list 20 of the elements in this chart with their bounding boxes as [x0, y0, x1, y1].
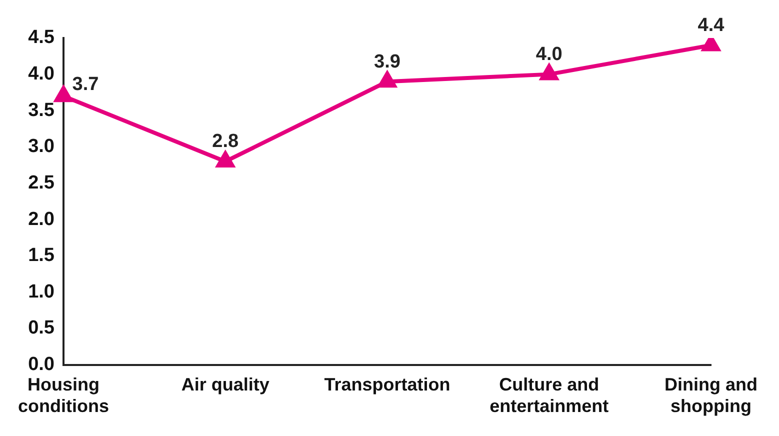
data-label: 3.9	[374, 51, 400, 72]
y-tick-label: 4.5	[28, 27, 55, 48]
y-tick-label: 3.0	[28, 136, 54, 158]
y-tick-label: 1.5	[28, 245, 55, 266]
data-label: 4.0	[536, 44, 562, 66]
x-tick-label: Housing conditions	[18, 374, 109, 416]
y-tick-label: 2.5	[28, 172, 55, 194]
data-label: 4.4	[698, 14, 725, 36]
data-label: 3.7	[72, 74, 99, 95]
data-label: 2.8	[212, 131, 239, 152]
x-tick-label: Dining and shopping	[664, 374, 758, 416]
y-tick-label: 2.0	[28, 208, 54, 230]
x-tick-label: Culture and entertainment	[490, 374, 609, 416]
x-tick-label: Transportation	[324, 374, 450, 395]
y-tick-label: 0.0	[28, 354, 54, 376]
y-tick-label: 0.5	[28, 318, 55, 339]
x-tick-label: Air quality	[181, 374, 270, 395]
y-tick-label: 4.0	[28, 64, 54, 85]
y-tick-label: 1.0	[28, 281, 54, 302]
y-tick-label: 3.5	[28, 100, 55, 121]
